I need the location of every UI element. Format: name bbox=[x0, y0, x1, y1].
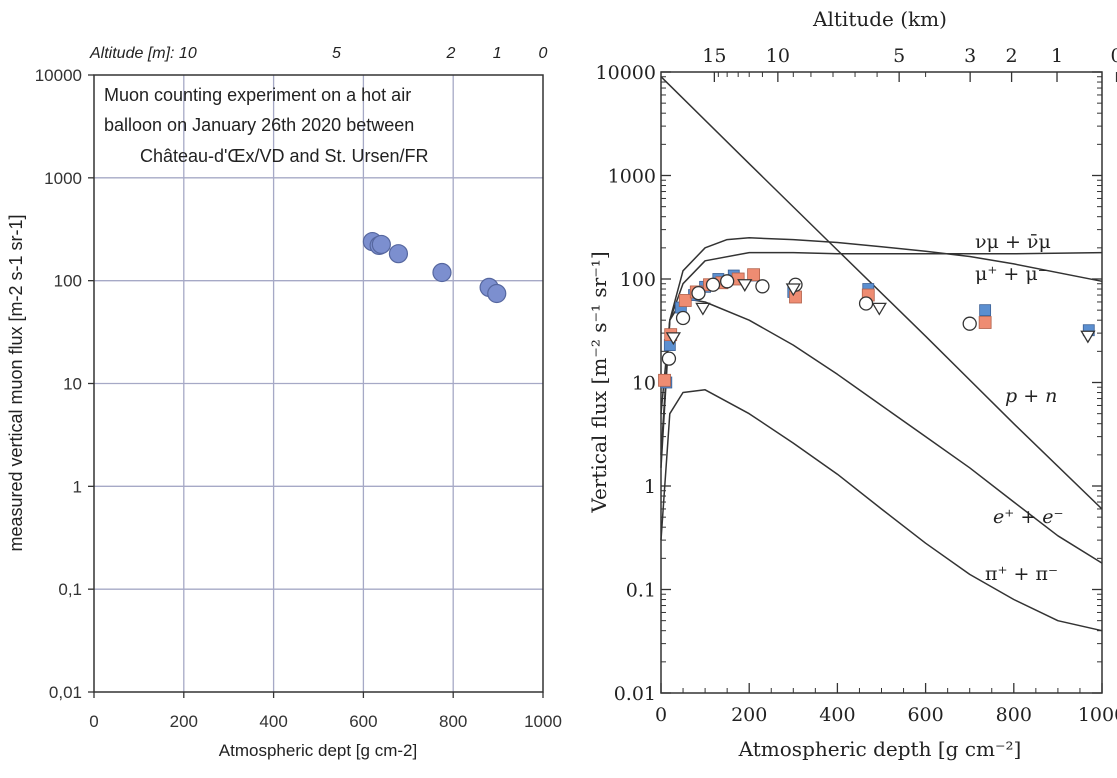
right-top-tick-label-1: 10 bbox=[766, 45, 790, 67]
right-y-tick-label-1: 0.1 bbox=[626, 580, 656, 602]
left-data-point-4 bbox=[432, 262, 452, 283]
left-grid bbox=[94, 75, 543, 692]
open-circle-marker-1 bbox=[675, 310, 691, 326]
red-square-marker-2 bbox=[678, 294, 692, 307]
right-y-tick-label-3: 10 bbox=[632, 373, 656, 395]
left-top-tick-label-2: 1 bbox=[493, 45, 502, 62]
open-triangle-marker-1 bbox=[695, 302, 711, 316]
open-circle-marker-8 bbox=[962, 316, 977, 331]
left-y-axis-label: measured vertical muon flux [m-2 s-1 sr-… bbox=[6, 214, 26, 551]
open-circle-marker-0 bbox=[661, 351, 677, 366]
series-line-0 bbox=[660, 76, 1103, 510]
right-top-axis-title: Altitude (km) bbox=[812, 7, 947, 31]
left-top-tick-label-0: 5 bbox=[332, 45, 341, 62]
right-top-tick-label-5: 1 bbox=[1051, 45, 1063, 67]
right-data-markers bbox=[658, 268, 1096, 389]
right-x-tick-label-4: 800 bbox=[996, 704, 1032, 726]
left-x-tick-label-1: 200 bbox=[170, 712, 198, 731]
series-label-pn: p + n bbox=[1005, 385, 1057, 407]
series-line-1 bbox=[660, 251, 1103, 414]
left-data-point-3 bbox=[388, 244, 409, 264]
left-data-point-2 bbox=[371, 234, 391, 255]
right-plot-frame bbox=[660, 71, 1103, 694]
series-label-pi: π⁺ + π⁻ bbox=[985, 563, 1058, 585]
open-triangle-marker-0 bbox=[665, 332, 681, 346]
open-triangle-marker-3 bbox=[785, 283, 801, 297]
series-line-2 bbox=[660, 237, 1103, 455]
series-label-nu: νμ + ν̄μ bbox=[975, 231, 1051, 253]
left-x-axis-label: Atmospheric dept [g cm-2] bbox=[219, 741, 417, 760]
left-title-line-2: balloon on January 26th 2020 between bbox=[104, 115, 414, 135]
left-y-tick-label-6: 10000 bbox=[35, 66, 82, 85]
left-y-tick-label-1: 0,1 bbox=[58, 580, 82, 599]
left-x-tick-label-2: 400 bbox=[259, 712, 287, 731]
blue-square-marker-10 bbox=[979, 304, 992, 317]
right-y-tick-label-2: 1 bbox=[644, 476, 656, 498]
right-top-tick-label-0: 15 bbox=[702, 45, 726, 67]
red-square-marker-0 bbox=[658, 373, 671, 387]
right-y-tick-label-4: 100 bbox=[620, 269, 656, 291]
left-top-tick-label-3: 0 bbox=[539, 45, 548, 62]
left-x-tick-label-3: 600 bbox=[349, 712, 377, 731]
right-y-tick-label-5: 1000 bbox=[608, 166, 656, 188]
open-triangle-marker-5 bbox=[1080, 330, 1096, 344]
left-data-point-6 bbox=[487, 283, 507, 304]
left-top-tick-label-1: 2 bbox=[446, 45, 456, 62]
series-line-4 bbox=[660, 389, 1103, 632]
left-title-line-3: Château-d'Œx/VD and St. Ursen/FR bbox=[140, 146, 429, 166]
open-triangle-marker-2 bbox=[737, 279, 753, 293]
right-top-tick-label-2: 5 bbox=[893, 45, 905, 67]
left-data-points bbox=[362, 231, 507, 304]
left-x-tick-label-5: 1000 bbox=[524, 712, 562, 731]
left-x-tick-label-0: 0 bbox=[89, 712, 98, 731]
right-x-axis-label: Atmospheric depth [g cm⁻²] bbox=[738, 737, 1022, 761]
red-square-marker-10 bbox=[978, 316, 992, 329]
right-top-tick-label-4: 2 bbox=[1006, 45, 1018, 67]
right-top-tick-label-3: 3 bbox=[964, 45, 976, 67]
open-circle-marker-7 bbox=[858, 296, 874, 311]
right-series-lines bbox=[660, 76, 1103, 632]
open-circle-marker-5 bbox=[755, 279, 770, 294]
left-y-tick-label-5: 1000 bbox=[44, 169, 82, 188]
open-circle-marker-2 bbox=[691, 285, 706, 301]
right-y-tick-label-0: 0.01 bbox=[614, 683, 656, 705]
right-top-tick-label-6: 0 bbox=[1111, 45, 1117, 67]
open-circle-marker-4 bbox=[720, 274, 735, 289]
right-x-tick-label-0: 0 bbox=[655, 704, 667, 726]
red-square-marker-7 bbox=[747, 268, 761, 282]
left-x-tick-label-4: 800 bbox=[439, 712, 467, 731]
series-label-mu: μ⁺ + μ⁻ bbox=[975, 263, 1048, 285]
left-y-tick-label-2: 1 bbox=[73, 477, 82, 496]
left-title-line-1: Muon counting experiment on a hot air bbox=[104, 85, 411, 105]
series-label-e: e⁺ + e⁻ bbox=[993, 506, 1064, 528]
left-y-tick-label-0: 0,01 bbox=[49, 683, 82, 702]
right-y-tick-label-6: 10000 bbox=[596, 62, 656, 84]
left-y-tick-label-3: 10 bbox=[63, 375, 82, 394]
right-x-tick-label-3: 600 bbox=[907, 704, 943, 726]
right-y-axis-label: Vertical flux [m⁻² s⁻¹ sr⁻¹] bbox=[587, 251, 611, 513]
right-x-tick-label-5: 1000 bbox=[1078, 704, 1117, 726]
open-circle-marker-3 bbox=[705, 277, 721, 292]
left-y-tick-label-4: 100 bbox=[54, 272, 82, 291]
open-triangle-marker-4 bbox=[871, 302, 887, 316]
right-x-tick-label-1: 200 bbox=[731, 704, 767, 726]
right-x-tick-label-2: 400 bbox=[819, 704, 855, 726]
left-top-axis-prefix: Altitude [m]: 10 bbox=[89, 45, 197, 62]
